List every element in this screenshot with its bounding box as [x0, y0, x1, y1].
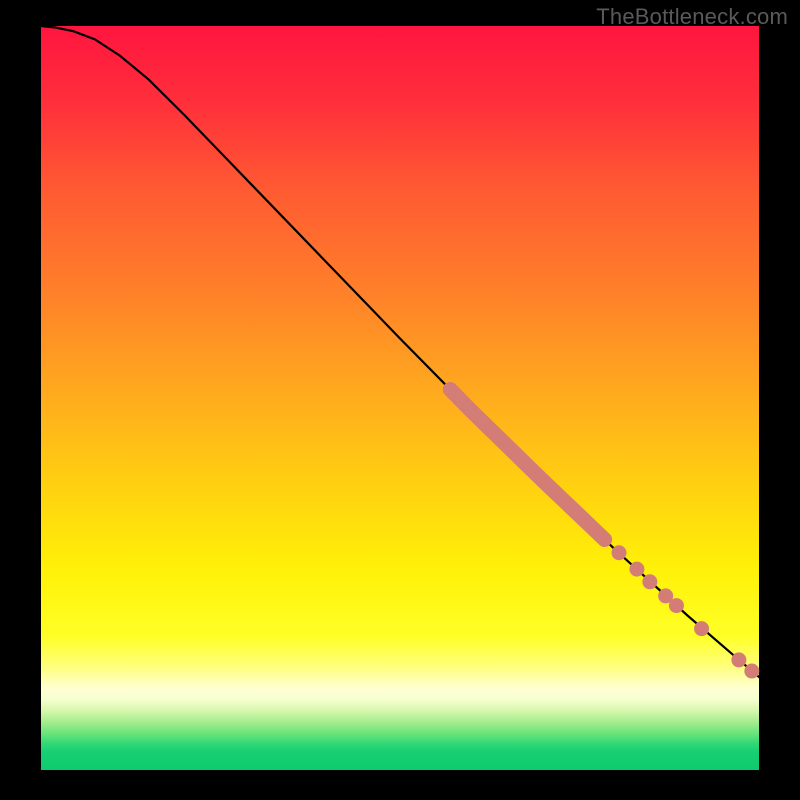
data-marker [642, 574, 657, 589]
chart-container: TheBottleneck.com [0, 0, 800, 800]
plot-background [41, 26, 759, 770]
data-marker [731, 652, 746, 667]
data-marker [669, 598, 684, 613]
data-marker [694, 621, 709, 636]
data-marker [611, 545, 626, 560]
chart-svg [0, 0, 800, 800]
data-marker [744, 664, 759, 679]
data-marker [629, 562, 644, 577]
